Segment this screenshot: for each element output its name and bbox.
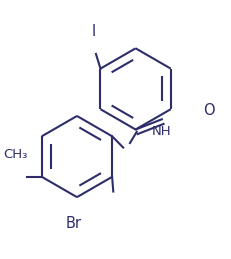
Text: I: I	[92, 24, 96, 39]
Text: CH₃: CH₃	[3, 148, 27, 161]
Text: Br: Br	[66, 215, 82, 231]
Text: NH: NH	[152, 125, 171, 138]
Text: O: O	[203, 103, 215, 118]
